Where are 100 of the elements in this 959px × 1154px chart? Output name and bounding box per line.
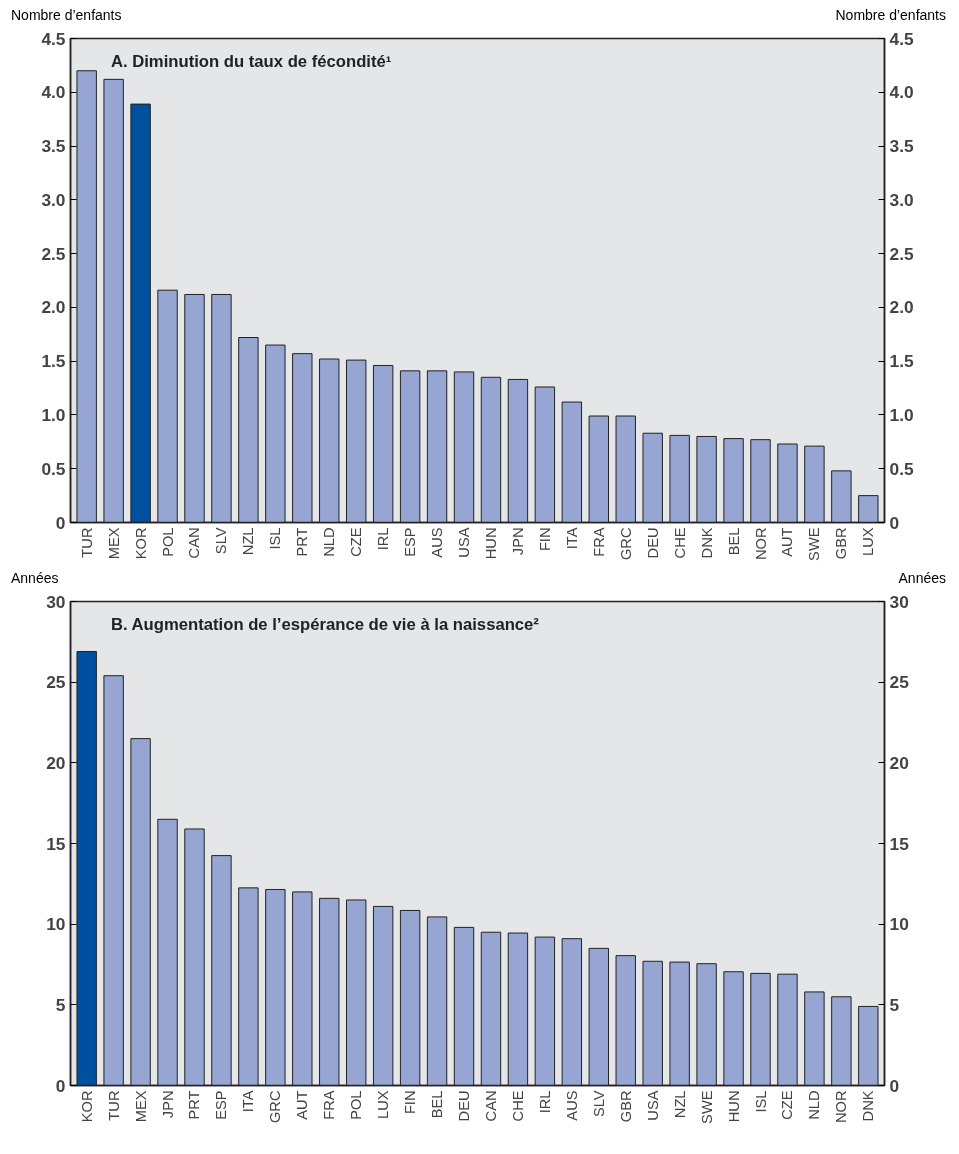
x-tick-label: AUT <box>294 1090 311 1120</box>
x-tick-label: JPN <box>159 1090 176 1119</box>
x-tick-label: HUN <box>725 1090 742 1123</box>
x-tick-label: FRA <box>321 1090 338 1120</box>
x-tick-label: GBR <box>617 1090 634 1123</box>
x-tick-label: MEX <box>105 527 122 560</box>
x-tick-label: AUS <box>563 1090 580 1121</box>
x-tick-label: POL <box>348 1090 365 1120</box>
y-tick-label: 2.0 <box>41 297 66 318</box>
x-tick-label: AUT <box>779 527 796 557</box>
y2-axis-title: Années <box>898 569 946 588</box>
x-tick-label: TUR <box>105 1090 122 1121</box>
y2-tick-label: 20 <box>889 752 909 773</box>
y2-tick-label: 3.0 <box>889 189 914 210</box>
y-tick-label: 0 <box>55 1075 66 1096</box>
y2-tick-label: 1.0 <box>889 404 914 425</box>
x-tick-label: GBR <box>833 527 850 560</box>
y2-axis-title: Nombre d’enfants <box>835 6 946 25</box>
x-tick-label: SLV <box>213 527 230 555</box>
x-tick-label: SWE <box>698 1090 715 1124</box>
x-tick-label: DEU <box>456 1090 473 1122</box>
x-tick-label: GRC <box>267 1090 284 1124</box>
y2-tick-label: 0 <box>889 512 900 533</box>
y-tick-label: 0.5 <box>41 458 66 479</box>
x-tick-label: GRC <box>617 527 634 561</box>
y2-tick-label: 4.0 <box>889 82 914 103</box>
y-tick-label: 5 <box>55 994 66 1015</box>
y2-tick-label: 0.5 <box>889 458 914 479</box>
y-tick-label: 20 <box>46 752 66 773</box>
x-tick-label: ITA <box>563 527 580 550</box>
y2-tick-label: 10 <box>889 914 909 935</box>
x-tick-label: NLD <box>321 527 338 557</box>
y-tick-label: 3.5 <box>41 136 66 157</box>
y-tick-label: 4.0 <box>41 82 66 103</box>
x-tick-label: BEL <box>725 527 742 556</box>
x-tick-label: CZE <box>348 527 365 557</box>
x-tick-label: NZL <box>671 1090 688 1119</box>
x-tick-label: FIN <box>402 1090 419 1115</box>
x-tick-label: CZE <box>779 1090 796 1120</box>
y-tick-label: 30 <box>46 591 66 612</box>
x-tick-label: FRA <box>590 527 607 557</box>
y-axis-title: Années <box>11 569 59 588</box>
x-tick-label: ISL <box>267 527 284 550</box>
y2-tick-label: 4.5 <box>889 28 914 49</box>
x-tick-label: ESP <box>213 1090 230 1120</box>
x-tick-label: ISL <box>752 1090 769 1113</box>
x-tick-label: PRT <box>186 1090 203 1120</box>
x-tick-label: ITA <box>240 1090 257 1113</box>
x-tick-label: USA <box>456 527 473 558</box>
x-tick-label: JPN <box>509 527 526 556</box>
y2-tick-label: 2.0 <box>889 297 914 318</box>
y-tick-label: 4.5 <box>41 28 66 49</box>
x-tick-label: DNK <box>860 1090 877 1122</box>
x-tick-label: NOR <box>752 527 769 561</box>
x-tick-label: CHE <box>509 1090 526 1122</box>
x-tick-label: NZL <box>240 527 257 556</box>
text: B. Augmentation de l’espérance de vie à la naissance² <box>110 614 540 634</box>
x-tick-label: IRL <box>375 527 392 551</box>
text: A. Diminution du taux de fécondité¹ <box>110 51 392 71</box>
x-tick-label: ESP <box>402 527 419 557</box>
x-tick-label: SWE <box>806 527 823 561</box>
y-tick-label: 3.0 <box>41 189 66 210</box>
y2-tick-label: 2.5 <box>889 243 914 264</box>
y-tick-label: 15 <box>46 833 66 854</box>
x-tick-label: KOR <box>132 527 149 560</box>
y-tick-label: 1.0 <box>41 404 66 425</box>
x-tick-label: SLV <box>590 1090 607 1118</box>
y-tick-label: 2.5 <box>41 243 66 264</box>
x-tick-label: MEX <box>132 1090 149 1123</box>
y2-tick-label: 30 <box>889 591 909 612</box>
x-tick-label: NLD <box>806 1090 823 1120</box>
x-tick-label: CAN <box>186 527 203 559</box>
x-tick-label: LUX <box>860 527 877 557</box>
x-tick-label: BEL <box>429 1090 446 1119</box>
x-tick-label: CAN <box>482 1090 499 1122</box>
y-tick-label: 0 <box>55 512 66 533</box>
y2-tick-label: 15 <box>889 833 910 854</box>
y-tick-label: 1.5 <box>41 351 66 372</box>
x-tick-label: USA <box>644 1090 661 1121</box>
y2-tick-label: 0 <box>889 1075 900 1096</box>
x-tick-label: KOR <box>78 1090 95 1123</box>
x-tick-label: NOR <box>833 1090 850 1124</box>
x-tick-label: DNK <box>698 527 715 559</box>
y2-tick-label: 5 <box>889 994 900 1015</box>
x-tick-label: LUX <box>375 1090 392 1120</box>
x-tick-label: IRL <box>536 1090 553 1114</box>
x-tick-label: AUS <box>429 527 446 558</box>
y-tick-label: 10 <box>46 914 66 935</box>
y2-tick-label: 1.5 <box>889 351 914 372</box>
x-tick-label: PRT <box>294 527 311 557</box>
x-tick-label: CHE <box>671 527 688 559</box>
x-tick-label: POL <box>159 527 176 557</box>
y-tick-label: 25 <box>46 672 66 693</box>
x-tick-label: FIN <box>536 527 553 552</box>
y-axis-title: Nombre d’enfants <box>11 6 122 25</box>
x-tick-label: TUR <box>78 527 95 558</box>
x-tick-label: HUN <box>482 527 499 560</box>
y2-tick-label: 3.5 <box>889 136 914 157</box>
y2-tick-label: 25 <box>889 672 910 693</box>
x-tick-label: DEU <box>644 527 661 559</box>
